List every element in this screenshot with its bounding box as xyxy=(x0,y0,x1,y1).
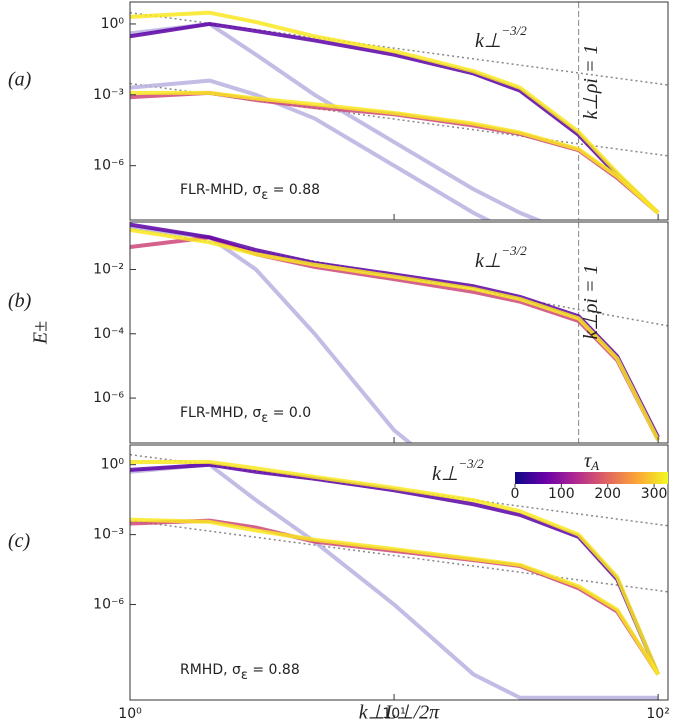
annotation-main: FLR-MHD, σ xyxy=(180,405,261,421)
slope-label: k⊥−3/2 xyxy=(475,243,527,272)
y-axis-label: E± xyxy=(30,321,52,345)
slope-base: k⊥ xyxy=(475,250,501,272)
panel xyxy=(130,222,668,443)
annotation: FLR-MHD, σε = 0.0 xyxy=(180,405,311,426)
slope-label: k⊥−3/2 xyxy=(475,23,527,52)
colorbar-tick-label: 100 xyxy=(548,486,575,502)
slope-base: k⊥ xyxy=(475,30,501,52)
slope-sup: −3/2 xyxy=(458,456,484,471)
spectrum-line xyxy=(130,462,660,676)
x-tick-label: 10² xyxy=(646,706,669,722)
slope-base: k⊥ xyxy=(432,463,458,485)
spectrum-line xyxy=(130,460,660,676)
x-tick-label: 10⁰ xyxy=(118,706,142,722)
annotation-sub: ε xyxy=(261,188,268,203)
spectrum-line xyxy=(130,225,414,443)
y-tick-label: 10⁰ xyxy=(101,16,125,32)
vline-label: k⊥ρi = 1 xyxy=(580,265,602,340)
spectrum-line xyxy=(130,518,660,676)
y-tick-label: 10⁰ xyxy=(101,457,125,473)
reference-line xyxy=(130,519,668,593)
vline-label: k⊥ρi = 1 xyxy=(580,45,602,120)
annotation-main: RMHD, σ xyxy=(180,662,241,678)
colorbar-label-main: τ xyxy=(584,450,592,472)
annotation-tail: = 0.0 xyxy=(268,405,311,421)
y-tick-label: 10⁻³ xyxy=(93,87,124,103)
colorbar-tick-label: 300 xyxy=(641,486,668,502)
panel-frame xyxy=(129,1,669,221)
panel-label: (a) xyxy=(8,69,32,91)
x-axis-label: k⊥L⊥/2π xyxy=(359,702,440,724)
slope-sup: −3/2 xyxy=(501,243,527,258)
panel xyxy=(130,2,668,220)
annotation-sub: ε xyxy=(261,411,268,426)
y-tick-label: 10⁻⁶ xyxy=(93,158,124,174)
colorbar-tick-label: 200 xyxy=(594,486,621,502)
colorbar-label-sub: A xyxy=(590,458,599,473)
panel-frame xyxy=(129,444,669,701)
panel-label: (b) xyxy=(8,290,32,312)
spectrum-line xyxy=(130,21,544,220)
annotation-main: FLR-MHD, σ xyxy=(180,182,261,198)
spectrum-line xyxy=(130,517,660,676)
annotation-tail: = 0.88 xyxy=(248,662,300,678)
spectrum-line xyxy=(130,462,659,700)
colorbar-label: τA xyxy=(584,450,599,473)
x-tick-label: 10¹ xyxy=(382,706,405,722)
panel-label: (c) xyxy=(8,530,31,552)
spectrum-line xyxy=(130,90,660,215)
colorbar xyxy=(515,472,668,484)
panel-frame xyxy=(129,221,669,444)
slope-sup: −3/2 xyxy=(501,23,527,38)
y-tick-label: 10⁻⁶ xyxy=(93,597,124,613)
panel xyxy=(130,453,668,700)
y-tick-label: 10⁻³ xyxy=(93,527,124,543)
colorbar-tick-label: 0 xyxy=(511,486,520,502)
y-tick-label: 10⁻⁴ xyxy=(93,326,124,342)
spectrum-line xyxy=(130,78,492,220)
y-tick-label: 10⁻⁶ xyxy=(93,390,124,406)
y-tick-label: 10⁻² xyxy=(93,261,124,277)
slope-label: k⊥−3/2 xyxy=(432,456,484,485)
spectrum-line xyxy=(130,227,660,441)
annotation: RMHD, σε = 0.88 xyxy=(180,662,300,683)
annotation-tail: = 0.88 xyxy=(268,182,320,198)
annotation-sub: ε xyxy=(241,668,248,683)
spectrum-line xyxy=(130,10,660,215)
annotation: FLR-MHD, σε = 0.88 xyxy=(180,182,320,203)
